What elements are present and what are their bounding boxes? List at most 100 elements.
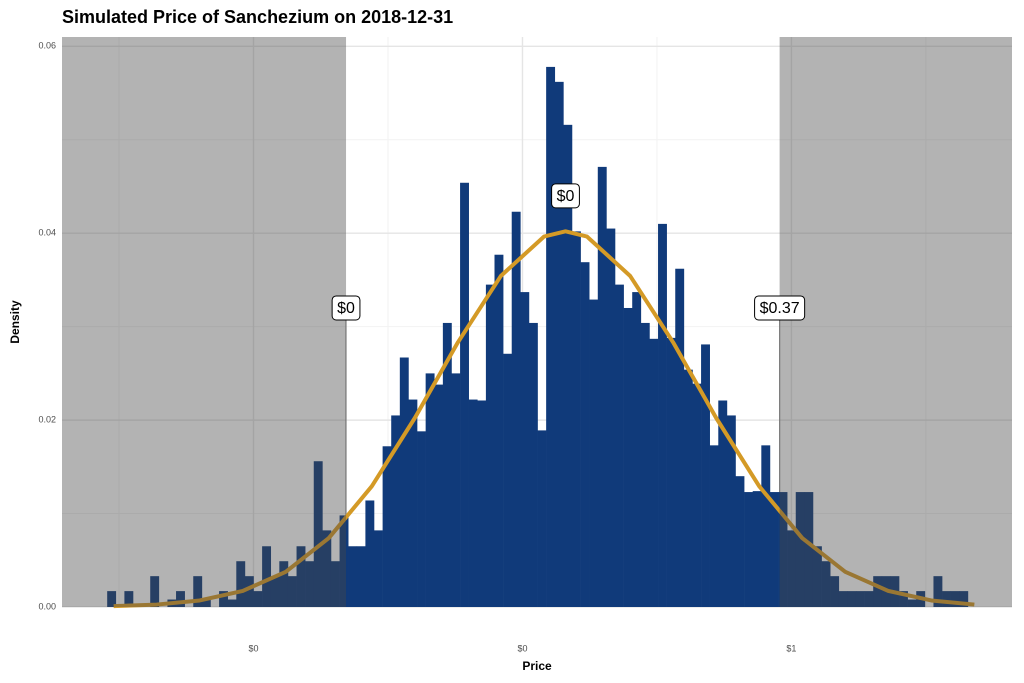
bar (649, 338, 659, 607)
bar (864, 591, 874, 607)
bar (193, 576, 203, 607)
chart-title: Simulated Price of Sanchezium on 2018-12… (62, 7, 453, 27)
bar (787, 530, 797, 607)
bar (253, 591, 263, 607)
bar (795, 492, 805, 607)
annotation-label: $0 (337, 300, 355, 317)
bar (666, 337, 676, 607)
bar (726, 415, 736, 607)
bar (201, 599, 211, 607)
bar (511, 211, 521, 607)
bar (761, 445, 771, 607)
shaded-region (779, 37, 1012, 607)
bar (959, 591, 969, 607)
bar (554, 81, 564, 607)
bar (417, 431, 426, 607)
bar (296, 546, 306, 607)
bar (374, 530, 383, 607)
annotation-label: $0 (557, 188, 575, 205)
annotation-box (754, 295, 806, 321)
x-tick-label: $1 (786, 643, 796, 653)
bar (632, 292, 642, 607)
bar (399, 357, 409, 607)
bar (640, 322, 650, 607)
bar (615, 284, 624, 607)
bar (683, 369, 693, 607)
bar (546, 66, 556, 608)
x-axis-label: Price (522, 659, 552, 673)
bar (606, 228, 616, 607)
annotation-label: $0.37 (760, 300, 800, 317)
bar (735, 476, 745, 607)
bar (124, 591, 134, 607)
bar (382, 446, 392, 607)
bar (821, 561, 831, 607)
bar (942, 591, 951, 607)
density-curve (113, 229, 975, 609)
bar (528, 322, 538, 607)
bar (744, 492, 754, 607)
bar (262, 546, 272, 607)
x-tick-label: $0 (517, 643, 527, 653)
bar (597, 166, 607, 607)
y-tick-label: 0.04 (38, 228, 56, 238)
bar (313, 461, 323, 607)
bar (176, 591, 185, 607)
annotation-box (551, 183, 580, 209)
bar (563, 124, 573, 608)
bar (571, 231, 581, 607)
bar (468, 399, 478, 607)
bar (219, 591, 228, 607)
annotation-box (331, 295, 361, 321)
bar (451, 373, 461, 607)
y-axis-label: Density (8, 300, 22, 344)
bar (589, 299, 599, 607)
y-tick-label: 0.00 (38, 601, 56, 611)
bar (812, 546, 822, 607)
bar (503, 353, 513, 607)
bar (322, 530, 332, 607)
y-tick-label: 0.06 (38, 41, 56, 51)
bar (279, 561, 289, 607)
bar (356, 546, 366, 607)
bar (855, 591, 865, 607)
bar (873, 576, 883, 607)
bar (270, 576, 280, 607)
bar (348, 546, 358, 607)
bar (425, 373, 435, 607)
bar (718, 400, 728, 607)
bar (330, 561, 340, 607)
bar (365, 500, 375, 607)
bar (442, 322, 452, 607)
bar (778, 492, 788, 607)
y-tick-label: 0.02 (38, 414, 56, 424)
bar (339, 515, 349, 607)
bar (305, 561, 315, 607)
bar (769, 492, 779, 607)
bar (658, 223, 667, 607)
bar (460, 182, 469, 607)
bar (434, 384, 444, 607)
bar (391, 415, 401, 607)
bar (675, 268, 685, 607)
bar (907, 599, 917, 607)
bar (950, 591, 960, 607)
bar (287, 576, 297, 607)
bar (899, 591, 908, 607)
bar (236, 561, 246, 607)
bar (408, 399, 418, 607)
bar (847, 591, 857, 607)
bar (838, 591, 848, 607)
bar (520, 292, 530, 607)
bar (692, 383, 702, 607)
bar (244, 576, 254, 607)
bar (709, 445, 719, 607)
bar (537, 430, 547, 607)
bar (227, 599, 237, 607)
bar (804, 492, 814, 607)
bar (933, 576, 943, 607)
bar (494, 254, 504, 607)
bar (477, 400, 487, 607)
bar (623, 307, 633, 607)
